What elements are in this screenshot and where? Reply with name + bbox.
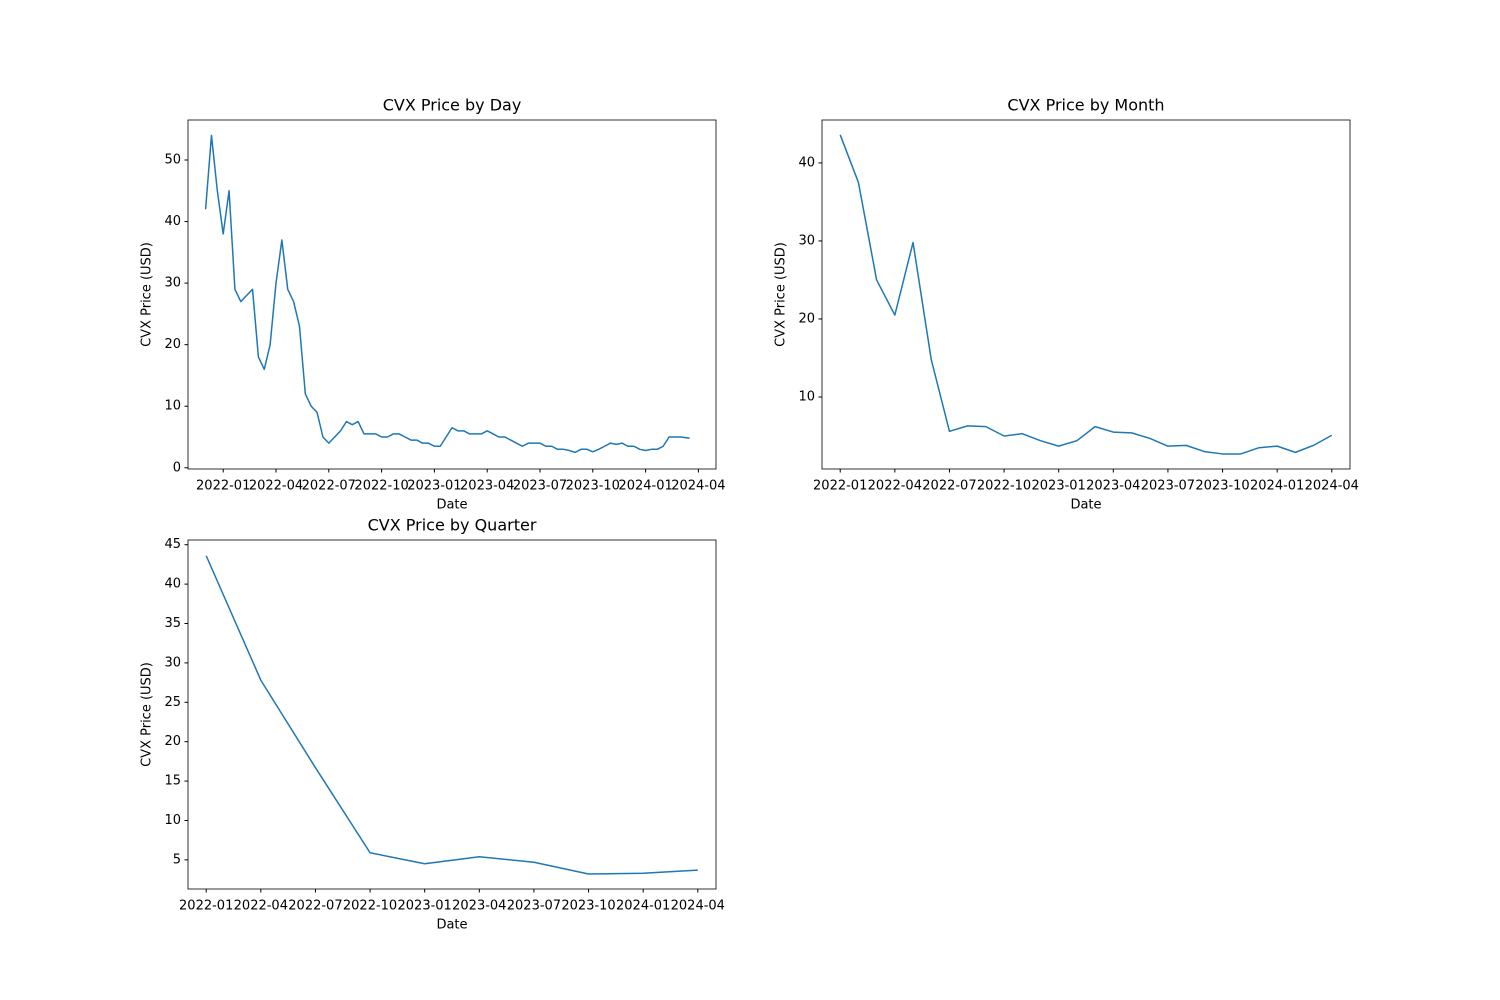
x-tick-label: 2022-10	[354, 479, 408, 494]
chart-title: CVX Price by Quarter	[368, 516, 537, 535]
y-tick-label: 0	[173, 460, 181, 475]
y-tick-label: 25	[164, 695, 181, 710]
plot-frame	[821, 119, 1351, 470]
x-tick-label: 2023-07	[507, 899, 561, 914]
y-axis-label: CVX Price (USD)	[140, 242, 155, 347]
y-axis-label: CVX Price (USD)	[774, 242, 789, 347]
price-line	[205, 555, 698, 875]
x-axis-label: Date	[436, 918, 467, 933]
x-tick-label: 2024-04	[1305, 479, 1359, 494]
x-tick-label: 2024-04	[671, 479, 725, 494]
x-tick-label: 2024-01	[1250, 479, 1304, 494]
x-tick-label: 2022-01	[813, 479, 867, 494]
plot-frame	[187, 119, 717, 470]
y-tick-label: 30	[164, 276, 181, 291]
x-tick-label: 2023-01	[398, 899, 452, 914]
y-tick-label: 20	[798, 311, 815, 326]
x-axis-label: Date	[436, 498, 467, 513]
x-tick-label: 2022-07	[288, 899, 342, 914]
y-tick-label: 5	[173, 852, 181, 867]
y-tick-label: 45	[164, 537, 181, 552]
x-tick-label: 2023-01	[1032, 479, 1086, 494]
y-tick-label: 50	[164, 153, 181, 168]
x-tick-label: 2022-07	[922, 479, 976, 494]
y-tick-label: 20	[164, 734, 181, 749]
y-tick-label: 10	[798, 389, 815, 404]
x-tick-label: 2024-04	[671, 899, 725, 914]
x-tick-label: 2024-01	[616, 899, 670, 914]
y-tick-label: 15	[164, 774, 181, 789]
x-tick-label: 2023-07	[1141, 479, 1195, 494]
x-tick-label: 2022-10	[343, 899, 397, 914]
x-axis-label: Date	[1070, 498, 1101, 513]
y-tick-label: 10	[164, 813, 181, 828]
price-line	[839, 134, 1333, 455]
chart-title: CVX Price by Month	[1007, 96, 1164, 115]
x-tick-label: 2022-04	[868, 479, 922, 494]
x-tick-label: 2022-04	[249, 479, 303, 494]
x-tick-label: 2023-10	[1195, 479, 1249, 494]
y-tick-label: 40	[164, 577, 181, 592]
x-tick-label: 2023-10	[566, 479, 620, 494]
x-tick-label: 2022-07	[302, 479, 356, 494]
plot-frame	[187, 539, 717, 890]
y-tick-label: 35	[164, 616, 181, 631]
y-tick-label: 30	[164, 655, 181, 670]
y-tick-label: 30	[798, 233, 815, 248]
x-tick-label: 2022-01	[196, 479, 250, 494]
x-tick-label: 2024-01	[618, 479, 672, 494]
x-tick-label: 2022-04	[234, 899, 288, 914]
x-tick-label: 2023-04	[460, 479, 514, 494]
x-tick-label: 2023-10	[561, 899, 615, 914]
y-tick-label: 10	[164, 399, 181, 414]
y-tick-label: 20	[164, 337, 181, 352]
x-tick-label: 2022-10	[977, 479, 1031, 494]
y-tick-label: 40	[164, 214, 181, 229]
x-tick-label: 2023-04	[1086, 479, 1140, 494]
x-tick-label: 2023-07	[513, 479, 567, 494]
x-tick-label: 2022-01	[179, 899, 233, 914]
price-line	[204, 134, 690, 454]
x-tick-label: 2023-01	[407, 479, 461, 494]
y-axis-label: CVX Price (USD)	[140, 662, 155, 767]
y-tick-label: 40	[798, 155, 815, 170]
chart-title: CVX Price by Day	[383, 96, 522, 115]
x-tick-label: 2023-04	[452, 899, 506, 914]
